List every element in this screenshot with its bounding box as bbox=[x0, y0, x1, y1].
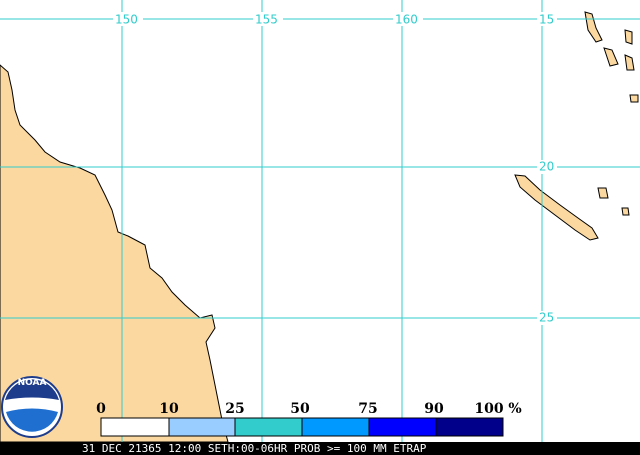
footer-bar bbox=[0, 442, 640, 455]
legend-tick: 0 bbox=[96, 401, 106, 417]
legend-tick: 50 bbox=[290, 401, 310, 417]
color-bin bbox=[435, 417, 504, 437]
legend-tick: 100 bbox=[474, 401, 503, 417]
legend-unit: % bbox=[508, 401, 521, 417]
lat-label: 15 bbox=[539, 13, 554, 27]
logo-text: NOAA bbox=[18, 378, 47, 388]
label-bg bbox=[537, 311, 557, 325]
legend-tick: 75 bbox=[358, 401, 377, 417]
lat-label: 20 bbox=[539, 160, 554, 174]
island bbox=[624, 54, 635, 71]
legend-tick: 90 bbox=[424, 401, 444, 417]
island bbox=[629, 94, 639, 103]
label-bg bbox=[113, 12, 143, 26]
logo-bottom bbox=[6, 408, 58, 432]
lon-label: 150 bbox=[115, 13, 138, 27]
island bbox=[597, 187, 609, 199]
footer-text: 31 DEC 21365 12:00 SETH:00-06HR PROB >= … bbox=[82, 442, 427, 455]
label-bg bbox=[393, 12, 423, 26]
grid-labels: 150 155 160 15 20 25 bbox=[113, 12, 557, 325]
color-bin bbox=[301, 417, 370, 437]
color-bin bbox=[234, 417, 303, 437]
island bbox=[584, 11, 603, 43]
new-caledonia bbox=[514, 174, 599, 241]
graticule bbox=[0, 0, 640, 442]
lat-label: 25 bbox=[539, 311, 554, 325]
logo-top bbox=[5, 379, 59, 400]
color-bin bbox=[100, 417, 170, 437]
island bbox=[624, 29, 633, 45]
island bbox=[621, 207, 630, 216]
island bbox=[603, 47, 619, 67]
color-bin bbox=[168, 417, 236, 437]
noaa-logo: NOAA bbox=[1, 376, 63, 438]
color-bin bbox=[368, 417, 437, 437]
legend-tick: 10 bbox=[159, 401, 179, 417]
colorbar: 0 10 25 50 75 90 100 % bbox=[96, 401, 522, 437]
legend-tick: 25 bbox=[225, 401, 244, 417]
label-bg bbox=[537, 12, 557, 26]
lon-label: 155 bbox=[255, 13, 278, 27]
lon-label: 160 bbox=[395, 13, 418, 27]
label-bg bbox=[537, 160, 557, 174]
australia-coast bbox=[0, 64, 229, 443]
label-bg bbox=[253, 12, 283, 26]
